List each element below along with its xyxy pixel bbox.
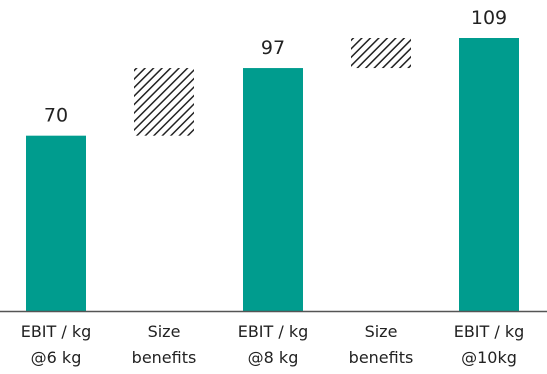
category-label-1-line-1: EBIT / kg <box>21 322 92 341</box>
value-label-1: 70 <box>44 105 68 127</box>
category-label-1-line-2: @6 kg <box>31 348 82 367</box>
labels-group: 70 EBIT / kg @6 kg Size benefits 97 EBIT / kg @… <box>21 7 525 367</box>
category-label-5-line-1: EBIT / kg <box>454 322 525 341</box>
delta-bar-2 <box>134 68 194 136</box>
total-bar-5 <box>459 38 519 311</box>
bars-group <box>26 38 519 311</box>
total-bar-3 <box>243 68 303 311</box>
category-label-3-line-1: EBIT / kg <box>238 322 309 341</box>
category-label-4-line-1: Size <box>365 322 398 341</box>
value-label-3: 97 <box>261 37 285 59</box>
category-label-2-line-1: Size <box>148 322 181 341</box>
category-label-2-line-2: benefits <box>132 348 197 367</box>
total-bar-1 <box>26 135 86 311</box>
category-label-4-line-2: benefits <box>349 348 414 367</box>
value-label-5: 109 <box>471 7 507 29</box>
category-label-5-line-2: @10kg <box>461 348 517 367</box>
category-label-3-line-2: @8 kg <box>248 348 299 367</box>
delta-bar-4 <box>351 38 411 69</box>
